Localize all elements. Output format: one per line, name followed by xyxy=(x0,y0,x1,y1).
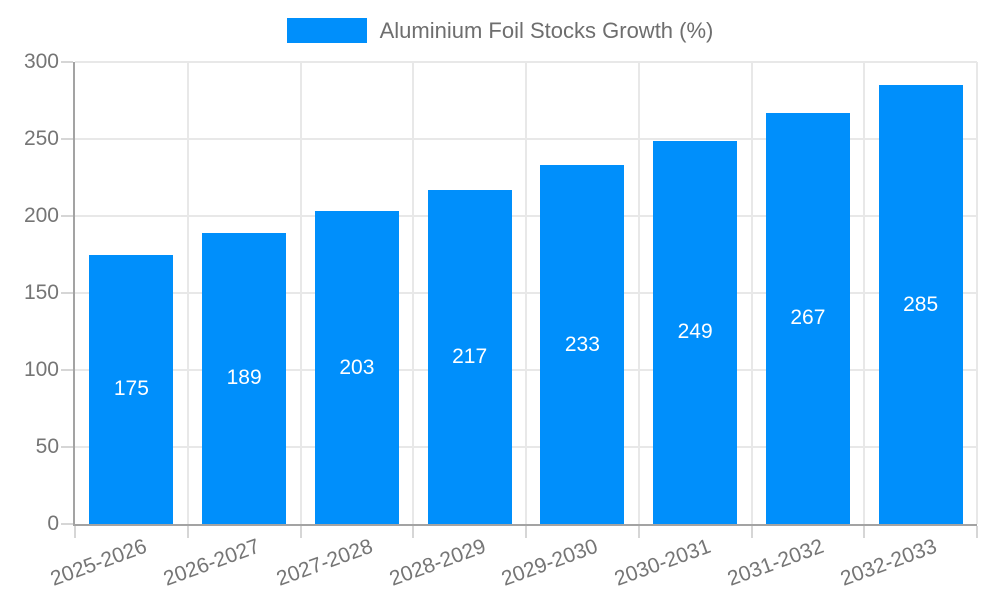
grid-line-vertical xyxy=(525,62,527,524)
plot-area: 175 189 203 217 233 249 267 285 xyxy=(61,61,978,538)
bar[interactable]: 203 xyxy=(314,211,399,524)
x-axis-tick xyxy=(412,526,415,538)
bar-value-label: 249 xyxy=(677,320,713,344)
x-axis-tick xyxy=(299,526,302,538)
x-axis-tick xyxy=(976,526,978,538)
x-axis-label: 2031-2032 xyxy=(724,534,827,591)
bar[interactable]: 189 xyxy=(202,232,287,524)
grid-line-vertical xyxy=(299,62,302,524)
y-axis-label: 300 xyxy=(23,50,59,73)
y-axis-tick xyxy=(61,446,73,448)
y-axis-label: 50 xyxy=(35,435,59,458)
bar-value-label: 233 xyxy=(564,332,600,356)
y-axis-line xyxy=(73,62,75,526)
x-axis-tick xyxy=(525,526,527,538)
grid-line-vertical xyxy=(186,62,189,524)
bar[interactable]: 249 xyxy=(653,140,738,524)
bar[interactable]: 217 xyxy=(427,189,512,524)
bar-value-label: 189 xyxy=(226,366,262,390)
bar[interactable]: 267 xyxy=(765,112,850,524)
x-axis-tick xyxy=(186,526,189,538)
y-axis-tick xyxy=(61,61,73,63)
grid-line-vertical xyxy=(976,62,978,524)
y-axis-tick xyxy=(61,138,73,140)
bar-value-label: 217 xyxy=(452,344,488,368)
y-axis-label: 250 xyxy=(23,127,59,150)
x-axis-label: 2026-2027 xyxy=(160,534,263,591)
x-axis-label: 2025-2026 xyxy=(47,534,151,591)
y-axis-label: 200 xyxy=(23,204,59,227)
legend-swatch xyxy=(286,18,367,43)
x-axis-label: 2029-2030 xyxy=(498,534,602,591)
bar-value-label: 267 xyxy=(790,306,826,330)
y-axis-label: 0 xyxy=(47,512,59,535)
bar[interactable]: 175 xyxy=(89,254,174,524)
x-axis-tick xyxy=(750,526,753,538)
grid-line-vertical xyxy=(863,62,866,524)
bar-value-label: 203 xyxy=(339,355,375,379)
legend-label: Aluminium Foil Stocks Growth (%) xyxy=(379,18,714,43)
x-axis-tick xyxy=(74,526,76,538)
x-axis-tick xyxy=(863,526,866,538)
bar-value-label: 285 xyxy=(903,292,939,316)
grid-line-vertical xyxy=(750,62,753,524)
bar[interactable]: 285 xyxy=(878,85,963,524)
bar[interactable]: 233 xyxy=(540,165,625,524)
y-axis-label: 100 xyxy=(23,358,59,381)
x-axis-label: 2032-2033 xyxy=(837,534,940,591)
y-axis-tick xyxy=(61,292,73,294)
grid-line-vertical xyxy=(412,62,415,524)
bar-value-label: 175 xyxy=(113,377,149,401)
grid-line-vertical xyxy=(637,62,640,524)
y-axis-label: 150 xyxy=(23,281,59,304)
x-axis-label: 2028-2029 xyxy=(386,534,489,591)
x-axis-label: 2030-2031 xyxy=(611,534,714,591)
y-axis-tick xyxy=(61,215,73,217)
x-axis-label: 2027-2028 xyxy=(273,534,376,591)
legend[interactable]: Aluminium Foil Stocks Growth (%) xyxy=(0,18,1000,43)
x-axis-line xyxy=(73,524,977,526)
x-axis-tick xyxy=(637,526,640,538)
y-axis-tick xyxy=(61,369,73,371)
y-axis-tick xyxy=(61,523,73,525)
